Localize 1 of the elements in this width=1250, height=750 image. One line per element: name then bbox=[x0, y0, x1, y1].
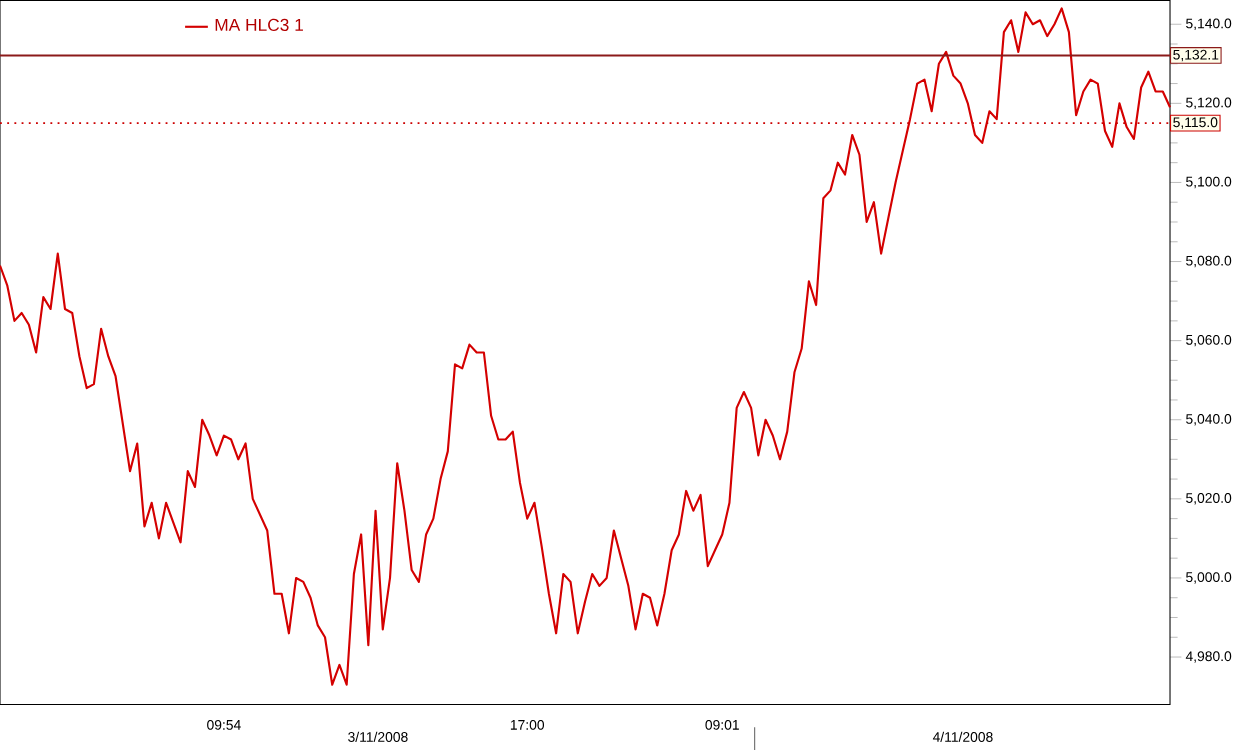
legend-label: MA HLC3 1 bbox=[215, 18, 303, 32]
